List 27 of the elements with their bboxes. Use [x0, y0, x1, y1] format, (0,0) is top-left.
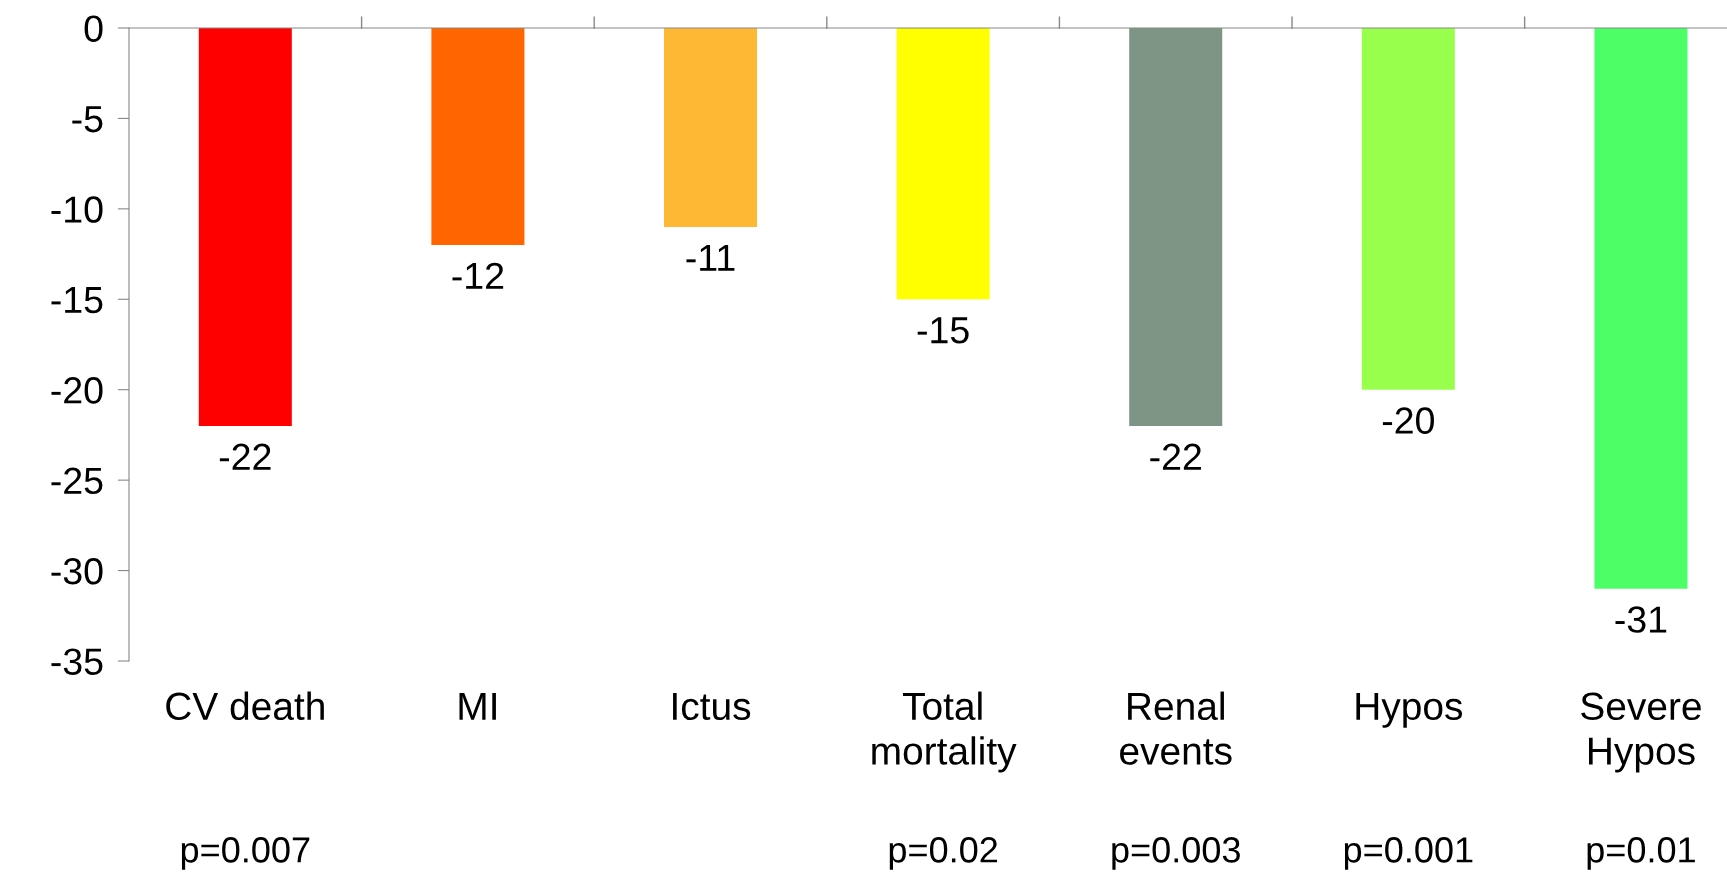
x-tick-label: Severe Hypos — [1581, 692, 1701, 773]
y-tick-label: -15 — [51, 287, 103, 314]
data-label: -31 — [1615, 606, 1667, 633]
y-tick-label: 0 — [84, 15, 103, 42]
x-tick-label: MI — [459, 692, 496, 720]
y-tick-label: -30 — [51, 557, 103, 585]
data-label: -12 — [452, 262, 504, 289]
text: p=0.003 — [1112, 837, 1240, 870]
x-tick-label: Hypos — [1356, 692, 1463, 728]
text: p=0.001 — [1344, 837, 1473, 870]
data-label: -22 — [1150, 443, 1201, 470]
x-tick-label: Total mortality — [872, 691, 1017, 773]
data-label: -22 — [219, 443, 271, 470]
y-tick-label: -35 — [51, 648, 103, 675]
y-tick-label: -10 — [51, 196, 103, 223]
x-tick-label: CV death — [166, 691, 324, 721]
data-label: -11 — [686, 244, 735, 271]
x-tick-label: Ictus — [673, 692, 751, 721]
text: p=0.02 — [889, 837, 998, 870]
data-label: -20 — [1382, 407, 1434, 434]
x-tick-label: Renal events — [1120, 691, 1232, 765]
y-tick-label: -25 — [51, 467, 103, 495]
text: p=0.01 — [1587, 837, 1695, 870]
y-tick-label: -5 — [72, 106, 103, 133]
y-tick-label: -20 — [51, 377, 103, 404]
text: p=0.007 — [181, 837, 310, 870]
data-label: -15 — [917, 317, 969, 344]
